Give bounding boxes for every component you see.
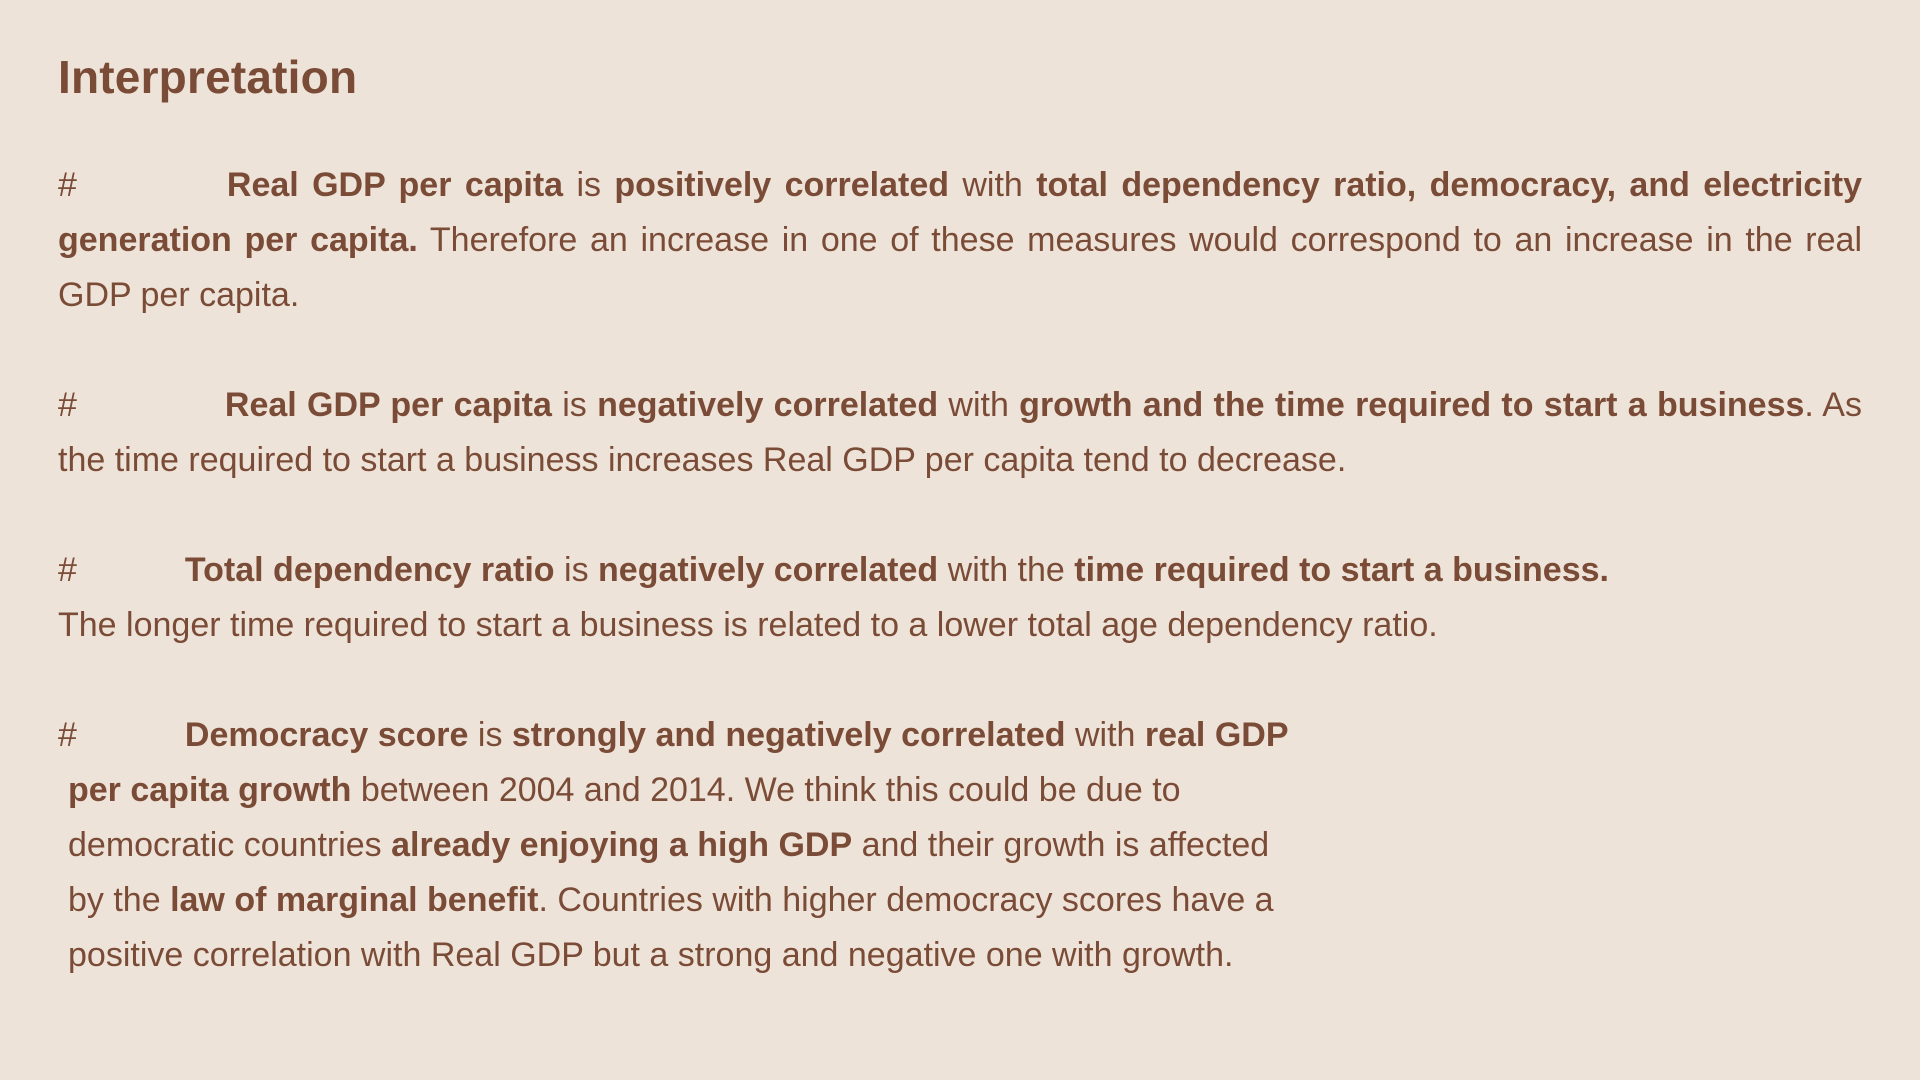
term-positively-correlated: positively correlated (614, 166, 949, 204)
text-line: by the law of marginal benefit. Countrie… (68, 873, 1468, 928)
text: . Countries with higher democracy scores… (538, 881, 1274, 919)
text: and their growth is affected (852, 826, 1270, 864)
text: is (563, 166, 615, 204)
term-real-gdp: Real GDP per capita (224, 386, 552, 424)
term-democracy-score: Democracy score (184, 716, 469, 754)
bullet-hash: # (58, 551, 77, 589)
term-time-required: time required to start a business. (1074, 551, 1609, 589)
text: with (1065, 716, 1145, 754)
paragraph-democracy-line-1: # Democracy score is strongly and negativ… (58, 708, 1289, 763)
bullet-hash: # (58, 166, 77, 204)
text: with (949, 166, 1037, 204)
text: positive correlation with Real GDP but a… (68, 936, 1234, 974)
term-factors: total dependency ratio, democracy, and e… (58, 166, 1862, 259)
term-negatively-correlated: negatively correlated (598, 551, 939, 589)
text: with (938, 386, 1020, 424)
paragraph-gdp-negative: # Real GDP per capita is negatively corre… (58, 378, 1862, 488)
text: is (468, 716, 512, 754)
bullet-hash: # (58, 386, 77, 424)
text-line: democratic countries already enjoying a … (68, 818, 1468, 873)
text-line: per capita growth between 2004 and 2014.… (68, 763, 1468, 818)
term-negatively-correlated: negatively correlated (597, 386, 939, 424)
text: The longer time required to start a busi… (58, 606, 1438, 644)
term-growth: per capita growth (68, 771, 352, 809)
text: democratic countries (68, 826, 392, 864)
term-real-gdp: real GDP (1144, 716, 1289, 754)
paragraph-democracy-body: per capita growth between 2004 and 2014.… (68, 763, 1468, 983)
text: by the (68, 881, 171, 919)
term-marginal-benefit: law of marginal benefit (170, 881, 539, 919)
text: between 2004 and 2014. We think this cou… (351, 771, 1181, 809)
term-strong-negative: strongly and negatively correlated (511, 716, 1066, 754)
term-growth-time: growth and the time required to start a … (1019, 386, 1805, 424)
text: is (551, 386, 598, 424)
bullet-hash: # (58, 716, 77, 754)
slide-title: Interpretation (58, 51, 358, 103)
text: . As the time required to start a busine… (58, 386, 1862, 479)
paragraph-dependency: # Total dependency ratio is negatively co… (58, 543, 1862, 653)
text: is (554, 551, 599, 589)
term-high-gdp: already enjoying a high GDP (391, 826, 853, 864)
term-real-gdp: Real GDP per capita (226, 166, 564, 204)
term-total-dependency: Total dependency ratio (184, 551, 555, 589)
text-line: positive correlation with Real GDP but a… (68, 928, 1468, 983)
paragraph-gdp-positive: # Real GDP per capita is positively corre… (58, 158, 1862, 323)
text: with the (938, 551, 1075, 589)
text: Therefore an increase in one of these me… (58, 221, 1862, 314)
